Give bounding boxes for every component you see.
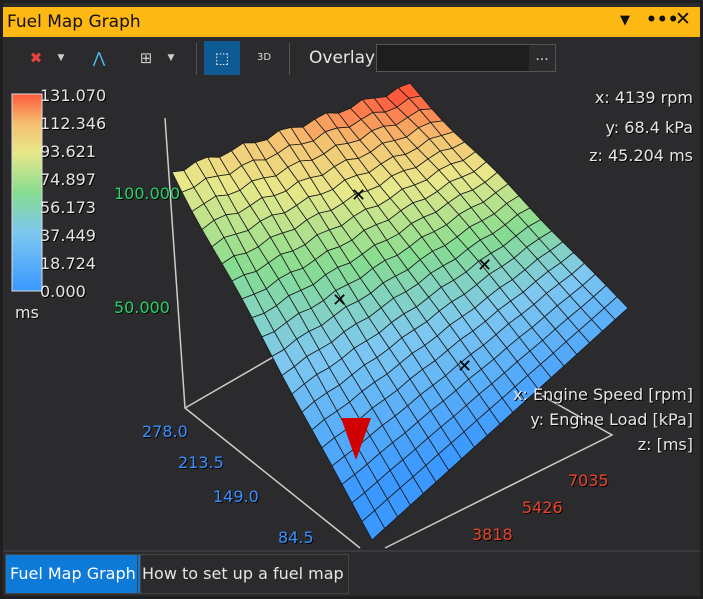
y-tick: 278.0 (142, 422, 188, 441)
cell-marker-icon: ✕ (351, 185, 366, 206)
readout-x: x: 4139 rpm (594, 88, 693, 107)
grid-layers-icon[interactable]: ⊞ (139, 49, 153, 67)
overlay-input[interactable] (376, 44, 530, 72)
colorbar-tick: 37.449 (40, 226, 96, 245)
separator (289, 43, 290, 75)
readout-y: y: 68.4 kPa (605, 118, 694, 137)
colorbar-tick: 112.346 (40, 114, 107, 133)
y-tick: 84.5 (278, 528, 314, 547)
colorbar-unit: ms (15, 303, 39, 322)
z-tick: 100.000 (114, 184, 181, 203)
close-icon[interactable]: ✕ (675, 8, 691, 30)
surface-mesh (171, 82, 629, 541)
cell-marker-icon: ✕ (477, 255, 492, 276)
colorbar-tick: 131.070 (40, 86, 107, 105)
current-position-marker-icon (341, 418, 371, 460)
readout-z: z: 45.204 ms (589, 146, 693, 165)
x-tick: 3818 (472, 525, 513, 544)
x-tick: 7035 (568, 471, 609, 490)
colorbar-tick: 0.000 (40, 282, 86, 301)
surface-cell (603, 296, 629, 321)
colorbar-tick: 93.621 (40, 142, 96, 161)
y-tick: 149.0 (213, 487, 259, 506)
chevron-down-icon[interactable]: ▼ (167, 53, 175, 63)
cell-marker-icon: ✕ (457, 356, 472, 377)
y-axis-label: y: Engine Load [kPa] (530, 410, 693, 429)
window-title: Fuel Map Graph (7, 12, 141, 32)
chevron-down-icon[interactable]: ▼ (57, 53, 65, 63)
x-axis-label: x: Engine Speed [rpm] (513, 385, 693, 404)
dropdown-icon[interactable]: ▼ (620, 13, 630, 28)
tab-fuel-map-graph[interactable]: Fuel Map Graph (5, 554, 141, 594)
rotate-3d-icon[interactable]: 3D (256, 52, 272, 63)
toolbar: ✖ ▼ ⋀ ⊞ ▼ ⬚ 3D Overlay ... (3, 37, 700, 79)
tab-bar: Fuel Map Graph How to set up a fuel map (3, 550, 700, 595)
peak-icon[interactable]: ⋀ (92, 49, 106, 67)
z-tick: 50.000 (114, 298, 170, 317)
z-axis-label: z: [ms] (637, 435, 693, 454)
x-tick: 5426 (522, 498, 563, 517)
markers: ✕ ✕ ✕ ✕ (332, 185, 492, 460)
colorbar-tick: 56.173 (40, 198, 96, 217)
cell-marker-icon: ✕ (332, 290, 347, 311)
tab-how-to-set-up-fuel-map[interactable]: How to set up a fuel map (137, 554, 349, 594)
overlay-label: Overlay (309, 48, 376, 68)
reset-markers-icon[interactable]: ✖ (29, 49, 43, 67)
title-bar: Fuel Map Graph ▼ ••• ✕ (3, 7, 700, 37)
overlay-browse-button[interactable]: ... (529, 44, 556, 72)
colorbar-tick: 74.897 (40, 170, 96, 189)
colorbar (11, 93, 43, 292)
more-options-icon[interactable]: ••• (646, 10, 679, 30)
fit-view-icon[interactable]: ⬚ (204, 41, 240, 75)
separator (196, 43, 197, 75)
colorbar-tick: 18.724 (40, 254, 96, 273)
y-tick: 213.5 (178, 453, 224, 472)
